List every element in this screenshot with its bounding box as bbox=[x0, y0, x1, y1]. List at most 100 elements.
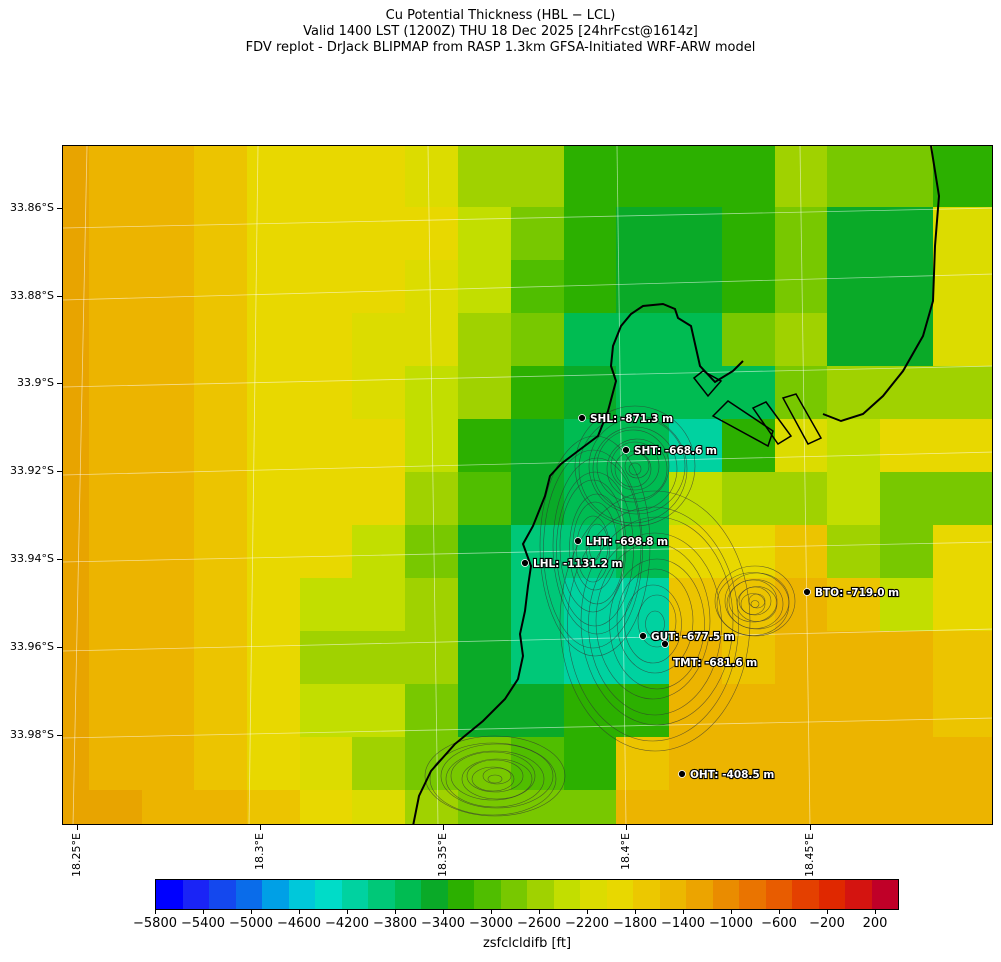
colorbar-segment bbox=[156, 880, 183, 909]
thickness-grid bbox=[63, 146, 992, 824]
grid-cell bbox=[89, 472, 143, 526]
grid-cell bbox=[722, 154, 776, 208]
station-marker-shl[interactable] bbox=[578, 414, 586, 422]
grid-cell bbox=[827, 419, 881, 473]
grid-cell bbox=[827, 472, 881, 526]
grid-cell bbox=[352, 578, 406, 632]
grid-cell bbox=[669, 207, 723, 261]
contour-line bbox=[588, 417, 686, 515]
grid-cell bbox=[300, 790, 353, 824]
grid-cell bbox=[775, 472, 828, 526]
contour-line bbox=[559, 479, 627, 613]
contour-line bbox=[624, 453, 650, 479]
grid-cell bbox=[511, 419, 565, 473]
grid-cell bbox=[142, 578, 195, 632]
grid-cell bbox=[722, 737, 776, 791]
grid-cell bbox=[669, 146, 723, 155]
grid-cell bbox=[89, 146, 143, 155]
grid-cell bbox=[194, 631, 248, 685]
grid-cell bbox=[405, 790, 459, 824]
grid-cell bbox=[247, 578, 301, 632]
contour-line bbox=[726, 579, 784, 629]
grid-cell bbox=[63, 366, 90, 420]
colorbar-segment bbox=[341, 880, 368, 909]
grid-cell bbox=[247, 790, 301, 824]
station-marker-tmt[interactable] bbox=[661, 640, 669, 648]
grid-cell bbox=[616, 578, 670, 632]
colorbar-label: zsfclcldifb [ft] bbox=[482, 936, 572, 951]
station-label-lhl: LHL: -1131.2 m bbox=[533, 558, 623, 570]
grid-cell bbox=[564, 684, 617, 738]
station-markers: SHL: -871.3 m SHT: -668.6 m LHT: -698.8 m L… bbox=[521, 412, 900, 782]
terrain-contours bbox=[424, 405, 796, 817]
grid-cell bbox=[616, 154, 670, 208]
grid-cell bbox=[247, 631, 301, 685]
station-marker-gut[interactable] bbox=[639, 632, 647, 640]
grid-cell bbox=[827, 260, 881, 314]
station-marker-oht[interactable] bbox=[678, 770, 686, 778]
colorbar-segment bbox=[553, 880, 580, 909]
colorbar-tick-label: −5800 bbox=[133, 916, 177, 931]
contour-line bbox=[728, 579, 778, 623]
contour-line bbox=[592, 426, 678, 512]
contour-line bbox=[569, 493, 625, 605]
grid-cell bbox=[458, 207, 512, 261]
station-marker-sht[interactable] bbox=[622, 446, 630, 454]
grid-cell bbox=[63, 472, 90, 526]
grid-cell bbox=[775, 154, 828, 208]
station-marker-bto[interactable] bbox=[803, 588, 811, 596]
station-label-bto: BTO: -719.0 m bbox=[815, 587, 899, 599]
colorbar-tick-label: −1000 bbox=[709, 916, 753, 931]
colorbar-segment bbox=[739, 880, 766, 909]
longitude-tick bbox=[810, 825, 811, 830]
colorbar-segment bbox=[182, 880, 209, 909]
grid-cell bbox=[616, 146, 670, 155]
station-label-oht: OHT: -408.5 m bbox=[690, 769, 774, 781]
grid-cell bbox=[827, 146, 881, 155]
grid-cell bbox=[63, 525, 90, 579]
grid-cell bbox=[63, 737, 90, 791]
longitude-tick bbox=[443, 825, 444, 830]
grid-cell bbox=[669, 790, 723, 824]
colorbar-tick bbox=[731, 910, 732, 914]
grid-cell bbox=[827, 737, 881, 791]
grid-cell bbox=[89, 154, 143, 208]
grid-cell bbox=[142, 737, 195, 791]
latitude-tick bbox=[57, 296, 62, 297]
colorbar-tick-label: −200 bbox=[809, 916, 845, 931]
grid-cell bbox=[564, 578, 617, 632]
map-panel[interactable]: SHL: -871.3 m SHT: -668.6 m LHT: -698.8 m L… bbox=[62, 145, 993, 825]
grid-cell bbox=[564, 146, 617, 155]
grid-cell bbox=[827, 313, 881, 367]
contour-line bbox=[614, 450, 652, 488]
station-label-tmt: TMT: -681.6 m bbox=[673, 657, 757, 669]
grid-cell bbox=[247, 154, 301, 208]
grid-cell bbox=[827, 578, 881, 632]
grid-cell bbox=[300, 684, 353, 738]
colorbar-tick-label: −600 bbox=[761, 916, 797, 931]
grid-cell bbox=[142, 790, 195, 824]
colorbar-segment bbox=[209, 880, 236, 909]
latitude-tick bbox=[57, 735, 62, 736]
grid-cell bbox=[247, 207, 301, 261]
station-marker-lhl[interactable] bbox=[521, 559, 529, 567]
contour-line bbox=[482, 767, 512, 785]
colorbar-tick-label: −3800 bbox=[373, 916, 417, 931]
grid-cell bbox=[933, 790, 992, 824]
grid-cell bbox=[194, 146, 248, 155]
grid-cell bbox=[352, 631, 406, 685]
grid-cell bbox=[564, 260, 617, 314]
grid-cell bbox=[564, 154, 617, 208]
grid-cell bbox=[89, 737, 143, 791]
grid-cell bbox=[405, 472, 459, 526]
grid-cell bbox=[142, 472, 195, 526]
grid-cell bbox=[775, 737, 828, 791]
grid-cell bbox=[89, 790, 143, 824]
grid-cell bbox=[63, 154, 90, 208]
grid-cell bbox=[300, 631, 353, 685]
station-marker-lht[interactable] bbox=[574, 537, 582, 545]
grid-cell bbox=[458, 631, 512, 685]
colorbar-segment bbox=[500, 880, 527, 909]
grid-cell bbox=[300, 737, 353, 791]
latitude-label: 33.98°S bbox=[10, 728, 54, 741]
